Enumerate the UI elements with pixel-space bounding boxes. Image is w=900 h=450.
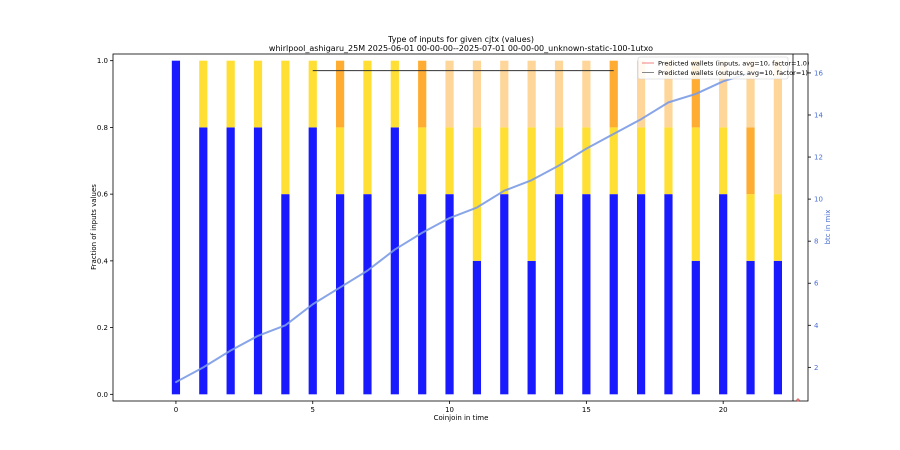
- bar-segment: [472, 127, 482, 261]
- y-tick-label: 1.0: [97, 57, 108, 65]
- corner-marker: [796, 398, 800, 402]
- bar-segment: [691, 260, 700, 395]
- legend-label-inputs: Predicted wallets (inputs, avg=10, facto…: [658, 60, 809, 68]
- bar-segment: [582, 194, 591, 395]
- bar-segment: [336, 60, 345, 128]
- bar-segment: [609, 127, 618, 195]
- x-tick-label: 15: [582, 406, 591, 414]
- bar-segment: [253, 127, 263, 395]
- bar-segment: [773, 260, 783, 395]
- y-tick-label: 0.6: [97, 191, 109, 199]
- bar-segment: [719, 60, 728, 128]
- bar-segment: [253, 60, 263, 128]
- y2-axis-label: btc in mix: [824, 210, 832, 245]
- bar-segment: [664, 60, 673, 128]
- bar-segment: [500, 60, 509, 128]
- bar-segment: [746, 194, 755, 261]
- y2-tick-label: 8: [814, 238, 818, 246]
- y2-tick-label: 2: [814, 364, 818, 372]
- bar-segment: [390, 127, 399, 395]
- plot-frame: [112, 53, 809, 402]
- bar-segment: [719, 194, 728, 395]
- bar-segment: [527, 260, 536, 395]
- bar-segment: [171, 60, 181, 395]
- bar-segment: [418, 194, 427, 395]
- legend-box: [637, 56, 789, 80]
- bar-segment: [664, 127, 673, 195]
- x-tick-label: 20: [719, 406, 728, 414]
- x-axis-label: Coinjoin in time: [434, 414, 489, 422]
- y2-tick-label: 6: [814, 280, 819, 288]
- btc-in-mix-line: [174, 71, 752, 384]
- btc-line-layer: [174, 71, 752, 384]
- bar-segment: [636, 60, 646, 128]
- bar-segment: [500, 127, 509, 195]
- y-axis-label: Fraction of inputs values: [90, 184, 98, 270]
- bar-segment: [554, 60, 564, 128]
- bar-segment: [582, 127, 591, 195]
- bar-segment: [308, 127, 317, 395]
- bar-segment: [226, 127, 235, 395]
- bar-segment: [554, 194, 564, 395]
- legend-label-outputs: Predicted wallets (outputs, avg=10, fact…: [658, 69, 808, 77]
- y-tick-label: 0.0: [97, 391, 108, 399]
- bar-segment: [691, 127, 700, 261]
- bars-group: [171, 60, 783, 395]
- x-tick-label: 10: [445, 406, 454, 414]
- bar-segment: [500, 194, 509, 395]
- bar-segment: [199, 60, 208, 128]
- bar-segment: [445, 127, 454, 195]
- y2-tick-label: 4: [814, 322, 819, 330]
- bar-segment: [636, 127, 646, 195]
- bar-segment: [281, 194, 290, 395]
- x-ticks: 0 5 10 15 20: [174, 401, 728, 414]
- bar-segment: [226, 60, 235, 128]
- legend: Predicted wallets (inputs, avg=10, facto…: [637, 56, 809, 80]
- bar-segment: [363, 60, 372, 195]
- y-tick-label: 0.2: [97, 324, 108, 332]
- bar-segment: [418, 60, 427, 128]
- bar-segment: [336, 194, 345, 395]
- bar-segment: [664, 194, 673, 395]
- bar-segment: [390, 60, 399, 128]
- y2-tick-label: 12: [814, 154, 823, 162]
- x-tick-label: 0: [174, 406, 178, 414]
- bar-segment: [636, 194, 646, 395]
- y-ticks: 0.0 0.2 0.4 0.6 0.8 1.0: [97, 57, 113, 399]
- y-tick-label: 0.4: [97, 257, 109, 265]
- bar-segment: [472, 260, 482, 395]
- bar-segment: [746, 260, 755, 395]
- bar-segment: [746, 60, 755, 128]
- y-tick-label: 0.8: [97, 124, 108, 132]
- bar-segment: [418, 127, 427, 195]
- bar-segment: [308, 60, 317, 128]
- chart-title: Type of inputs for given cjtx (values): [387, 35, 534, 44]
- chart-subtitle: whirlpool_ashigaru_25M 2025-06-01 00-00-…: [269, 44, 653, 53]
- x-tick-label: 5: [311, 406, 315, 414]
- bar-segment: [445, 60, 454, 128]
- bar-segment: [773, 60, 783, 195]
- bar-segment: [582, 60, 591, 128]
- bar-segment: [472, 60, 482, 128]
- bar-segment: [746, 127, 755, 195]
- bar-segment: [609, 194, 618, 395]
- bar-segment: [445, 194, 454, 395]
- y2-tick-label: 16: [814, 69, 823, 77]
- y2-tick-label: 10: [814, 196, 823, 204]
- bar-segment: [527, 127, 536, 261]
- bar-segment: [281, 60, 290, 195]
- y2-ticks: 2 4 6 8 10 12 14 16: [808, 69, 823, 372]
- bar-segment: [609, 60, 618, 128]
- bar-segment: [527, 60, 536, 128]
- bar-segment: [719, 127, 728, 195]
- bar-segment: [199, 127, 208, 395]
- bar-segment: [336, 127, 345, 195]
- y2-tick-label: 14: [814, 111, 823, 119]
- bar-segment: [773, 194, 783, 261]
- bar-segment: [554, 127, 564, 195]
- bar-segment: [363, 194, 372, 395]
